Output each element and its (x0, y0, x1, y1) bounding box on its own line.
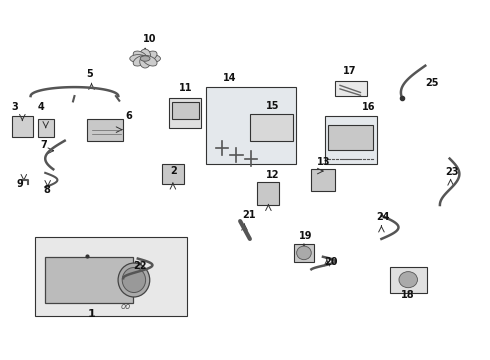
Ellipse shape (144, 55, 160, 63)
Ellipse shape (133, 51, 147, 62)
Ellipse shape (143, 51, 157, 62)
Bar (45, 257, 133, 303)
Bar (87, 118, 123, 141)
Text: 13: 13 (317, 157, 331, 167)
Bar (35, 237, 187, 316)
Bar (311, 169, 335, 191)
Bar (294, 244, 314, 262)
Bar (172, 102, 199, 119)
Text: 15: 15 (266, 100, 279, 111)
Ellipse shape (143, 55, 157, 66)
Text: 21: 21 (243, 210, 256, 220)
Text: 9: 9 (17, 179, 24, 189)
Bar (170, 98, 201, 128)
Bar (12, 116, 32, 137)
Bar (325, 116, 376, 164)
Bar (328, 125, 373, 150)
Bar (38, 118, 53, 137)
Ellipse shape (130, 55, 147, 63)
Text: 7: 7 (40, 140, 47, 150)
Text: 6: 6 (125, 111, 132, 121)
Bar (335, 81, 367, 96)
Text: 11: 11 (179, 84, 193, 93)
Ellipse shape (118, 263, 150, 297)
Text: 22: 22 (133, 261, 147, 271)
Bar (257, 182, 279, 205)
Ellipse shape (140, 56, 150, 61)
Text: 20: 20 (324, 257, 338, 267)
Bar (250, 114, 293, 141)
Text: 3: 3 (12, 102, 18, 112)
Ellipse shape (140, 49, 150, 62)
Text: 12: 12 (266, 170, 279, 180)
Ellipse shape (133, 55, 147, 66)
Text: 17: 17 (343, 66, 356, 76)
Text: 10: 10 (143, 35, 156, 45)
Text: 16: 16 (362, 102, 375, 112)
Text: oo: oo (121, 302, 131, 311)
Bar (206, 87, 296, 164)
Ellipse shape (140, 55, 150, 68)
Ellipse shape (296, 246, 311, 260)
Text: 8: 8 (44, 185, 50, 194)
Text: 5: 5 (87, 69, 94, 80)
Text: 19: 19 (298, 231, 312, 241)
Text: 2: 2 (171, 166, 177, 176)
Text: 4: 4 (38, 102, 45, 112)
Text: 14: 14 (223, 73, 237, 83)
Text: 24: 24 (376, 212, 390, 222)
Text: 18: 18 (401, 290, 415, 300)
Text: 25: 25 (425, 78, 439, 89)
Bar (390, 267, 427, 293)
Bar (162, 164, 184, 184)
Text: 23: 23 (445, 167, 458, 177)
Ellipse shape (399, 272, 417, 288)
Text: 1: 1 (88, 309, 96, 319)
Ellipse shape (122, 267, 146, 293)
